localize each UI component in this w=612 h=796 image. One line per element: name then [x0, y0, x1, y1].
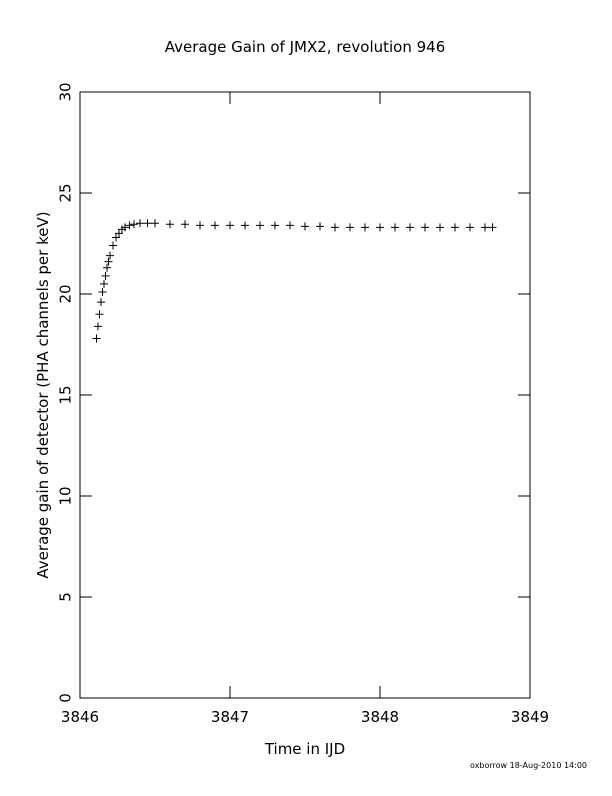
marker [106, 251, 114, 260]
marker [256, 221, 264, 230]
marker [466, 223, 474, 232]
marker [130, 220, 138, 229]
marker [241, 221, 249, 230]
marker [301, 222, 309, 231]
x-tick-label: 3847 [211, 708, 249, 726]
x-axis-label: Time in IJD [264, 740, 345, 758]
marker [481, 223, 489, 232]
x-tick-label: 3849 [511, 708, 549, 726]
marker [112, 233, 120, 242]
plot-frame [79, 91, 531, 699]
marker [436, 223, 444, 232]
marker [181, 220, 189, 229]
marker [143, 219, 152, 228]
marker [226, 221, 234, 230]
marker [361, 223, 369, 232]
marker [100, 279, 108, 288]
marker [94, 322, 102, 331]
y-tick-label: 0 [57, 693, 75, 703]
marker [104, 257, 113, 266]
marker [331, 223, 339, 232]
marker [211, 221, 219, 230]
marker [101, 271, 110, 280]
marker [196, 221, 204, 230]
marker [151, 219, 159, 228]
marker [98, 287, 107, 296]
marker [95, 310, 104, 319]
marker [391, 223, 399, 232]
marker [346, 223, 354, 232]
footer: oxborrow 18-Aug-2010 14:00 [470, 761, 587, 770]
y-tick-label: 20 [57, 284, 75, 303]
x-tick-label: 3848 [361, 708, 399, 726]
marker [115, 229, 123, 238]
marker [97, 298, 105, 307]
marker [121, 223, 129, 232]
chart-title: Average Gain of JMX2, revolution 946 [165, 38, 446, 56]
y-tick-label: 10 [57, 486, 75, 505]
marker [136, 219, 144, 228]
y-axis-label: Average gain of detector (PHA channels p… [34, 211, 52, 578]
marker [166, 220, 174, 229]
y-tick-label: 25 [57, 183, 75, 202]
marker [488, 223, 497, 232]
marker [421, 223, 429, 232]
marker [109, 241, 117, 250]
marker [92, 334, 101, 343]
y-tick-label: 5 [57, 592, 75, 602]
x-tick-label: 3846 [61, 708, 99, 726]
marker [376, 223, 384, 232]
marker [125, 221, 134, 230]
marker [103, 263, 111, 272]
marker [406, 223, 414, 232]
marker [316, 222, 324, 231]
y-tick-label: 30 [57, 82, 75, 101]
y-tick-label: 15 [57, 385, 75, 404]
marker [286, 221, 294, 230]
marker [451, 223, 459, 232]
marker [271, 221, 279, 230]
